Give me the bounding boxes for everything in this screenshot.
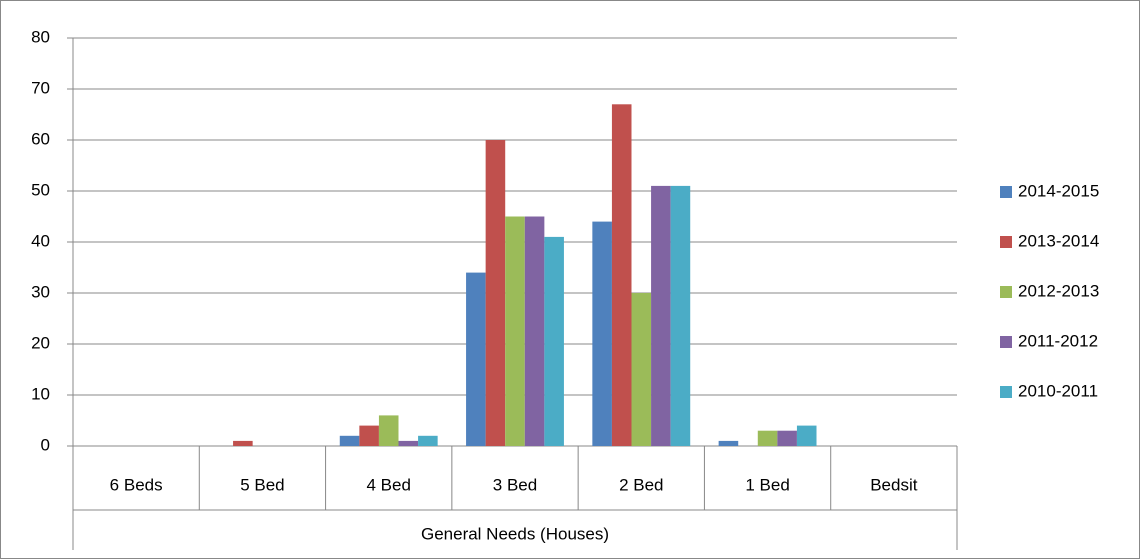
legend-label: 2011-2012 bbox=[1018, 331, 1098, 350]
x-tick-label: 6 Beds bbox=[110, 475, 163, 494]
bar bbox=[631, 293, 652, 446]
legend-swatch bbox=[1000, 236, 1012, 248]
y-tick-label: 20 bbox=[31, 333, 50, 352]
bar bbox=[339, 435, 360, 446]
group-label: General Needs (Houses) bbox=[421, 524, 609, 543]
y-tick-label: 30 bbox=[31, 282, 50, 301]
x-tick-label: 4 Bed bbox=[366, 475, 410, 494]
y-tick-label: 80 bbox=[31, 27, 50, 46]
bar bbox=[524, 216, 545, 446]
bar bbox=[651, 185, 671, 446]
y-tick-label: 60 bbox=[31, 129, 50, 148]
bar bbox=[466, 272, 486, 446]
y-tick-label: 70 bbox=[31, 78, 50, 97]
legend-swatch bbox=[1000, 386, 1012, 398]
y-tick-label: 10 bbox=[31, 384, 50, 403]
x-tick-label: 5 Bed bbox=[240, 475, 284, 494]
x-tick-label: 1 Bed bbox=[745, 475, 789, 494]
bar bbox=[233, 440, 253, 446]
bar bbox=[757, 430, 778, 446]
legend-label: 2012-2013 bbox=[1018, 281, 1099, 300]
bar bbox=[592, 221, 612, 446]
bar bbox=[359, 425, 379, 446]
legend-label: 2010-2011 bbox=[1018, 381, 1098, 400]
legend-label: 2014-2015 bbox=[1018, 181, 1099, 200]
bar bbox=[670, 185, 691, 446]
bar bbox=[777, 430, 797, 446]
legend-swatch bbox=[1000, 336, 1012, 348]
legend-label: 2013-2014 bbox=[1018, 231, 1099, 250]
x-tick-label: 2 Bed bbox=[619, 475, 663, 494]
bar bbox=[485, 140, 506, 446]
x-tick-label: Bedsit bbox=[870, 475, 918, 494]
bar bbox=[378, 415, 399, 446]
bar bbox=[398, 440, 419, 446]
x-tick-label: 3 Bed bbox=[493, 475, 537, 494]
y-tick-label: 0 bbox=[41, 435, 50, 454]
bar bbox=[544, 236, 564, 446]
bar bbox=[718, 440, 739, 446]
legend-swatch bbox=[1000, 186, 1012, 198]
bar bbox=[796, 425, 817, 446]
bar bbox=[611, 104, 632, 447]
y-tick-label: 40 bbox=[31, 231, 50, 250]
legend-swatch bbox=[1000, 286, 1012, 298]
y-tick-label: 50 bbox=[31, 180, 50, 199]
bar bbox=[505, 216, 525, 446]
bar bbox=[418, 435, 438, 446]
